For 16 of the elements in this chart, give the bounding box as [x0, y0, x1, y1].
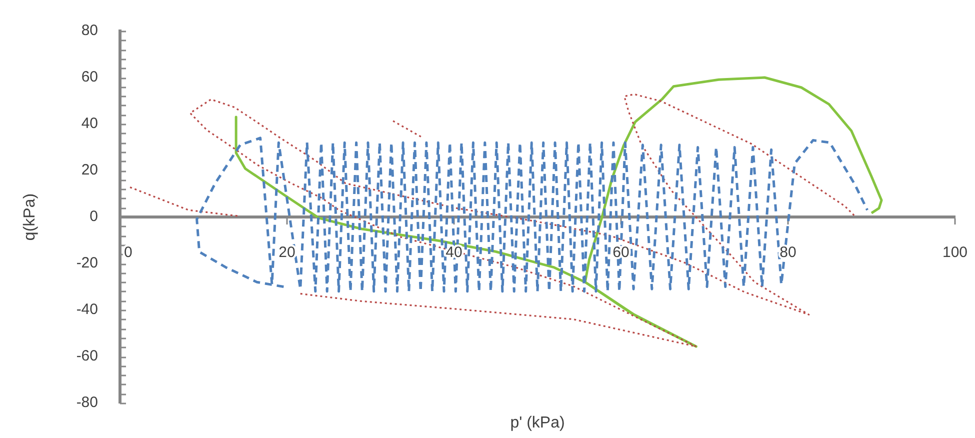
- y-tick-label: -20: [76, 254, 98, 272]
- x-tick-label: 60: [612, 244, 630, 262]
- y-tick-label: 60: [81, 68, 98, 86]
- x-axis-title: p' (kPa): [510, 414, 565, 432]
- x-tick-label: 0: [124, 244, 132, 262]
- y-tick-label: 40: [81, 115, 98, 132]
- x-tick-label: 100: [942, 244, 968, 262]
- y-tick-label: 20: [81, 162, 98, 179]
- y-tick-label: -60: [76, 348, 98, 365]
- y-tick-label: 80: [81, 22, 98, 40]
- line-series: [196, 136, 869, 293]
- y-tick-label: -80: [76, 394, 98, 412]
- y-axis-title: q(kPa): [21, 193, 38, 241]
- y-tick-label: -40: [76, 301, 98, 318]
- y-tick-label: 0: [90, 208, 98, 226]
- x-tick-label: 20: [278, 244, 296, 262]
